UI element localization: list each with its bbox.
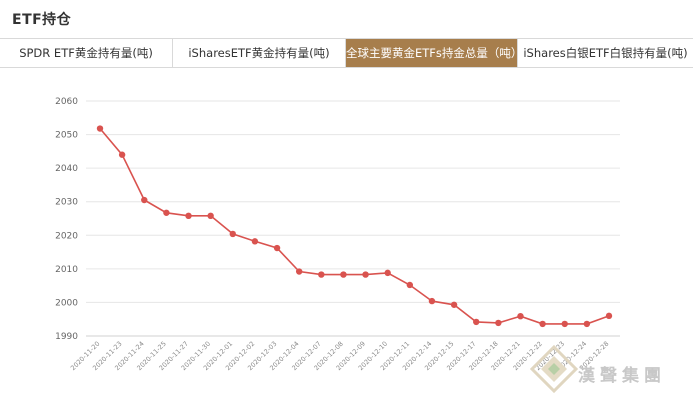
y-tick-label: 2020 [55, 231, 78, 241]
data-point [207, 212, 214, 220]
tab-bar: SPDR ETF黄金持有量(吨) iSharesETF黄金持有量(吨) 全球主要… [0, 38, 693, 68]
tab-ishares-gold[interactable]: iSharesETF黄金持有量(吨) [173, 39, 346, 67]
y-tick-label: 1990 [55, 332, 78, 342]
grid-layer [86, 100, 620, 337]
data-point [384, 269, 391, 277]
tab-spdr-gold[interactable]: SPDR ETF黄金持有量(吨) [0, 39, 173, 67]
data-point [450, 301, 458, 308]
data-point [251, 238, 259, 245]
tab-global-gold-etfs[interactable]: 全球主要黄金ETFs持金总量（吨） [346, 39, 518, 67]
y-axis: 1990 2000 2010 2020 2030 2040 2050 2060 [55, 97, 78, 342]
data-point [406, 281, 414, 289]
data-point [473, 318, 480, 326]
y-tick-label: 2010 [55, 265, 78, 275]
y-tick-label: 2000 [55, 298, 78, 308]
tab-ishares-silver[interactable]: iShares白银ETF白银持有量(吨) [523, 46, 688, 60]
data-point [273, 244, 281, 252]
y-tick-label: 2040 [55, 164, 78, 174]
hansheng-logo-icon [530, 345, 578, 393]
data-point [229, 230, 236, 238]
data-point [495, 319, 502, 327]
data-point [185, 212, 192, 220]
data-point [163, 209, 170, 216]
data-point [561, 320, 568, 328]
watermark-text: 漢聲集團 [578, 366, 666, 386]
series-layer [96, 125, 613, 328]
data-point [362, 271, 369, 278]
data-point [428, 297, 436, 305]
section-header: ETF持仓 [0, 0, 693, 38]
y-tick-label: 2060 [55, 97, 78, 107]
data-point [605, 312, 613, 320]
y-tick-label: 2050 [55, 131, 78, 141]
data-point [295, 268, 303, 275]
data-point [340, 271, 347, 278]
chart-area: 1990 2000 2010 2020 2030 2040 2050 2060 2020-11… [0, 69, 693, 401]
data-point [141, 196, 148, 204]
data-point [539, 320, 546, 328]
data-point [583, 320, 591, 328]
data-point [517, 312, 524, 320]
data-point [118, 151, 126, 158]
y-tick-label: 2030 [55, 198, 78, 208]
section-title: ETF持仓 [12, 12, 72, 28]
data-point [96, 125, 104, 132]
data-point [318, 271, 325, 278]
series-line [99, 127, 610, 325]
watermark-logo: 漢聲集團 [528, 339, 693, 401]
